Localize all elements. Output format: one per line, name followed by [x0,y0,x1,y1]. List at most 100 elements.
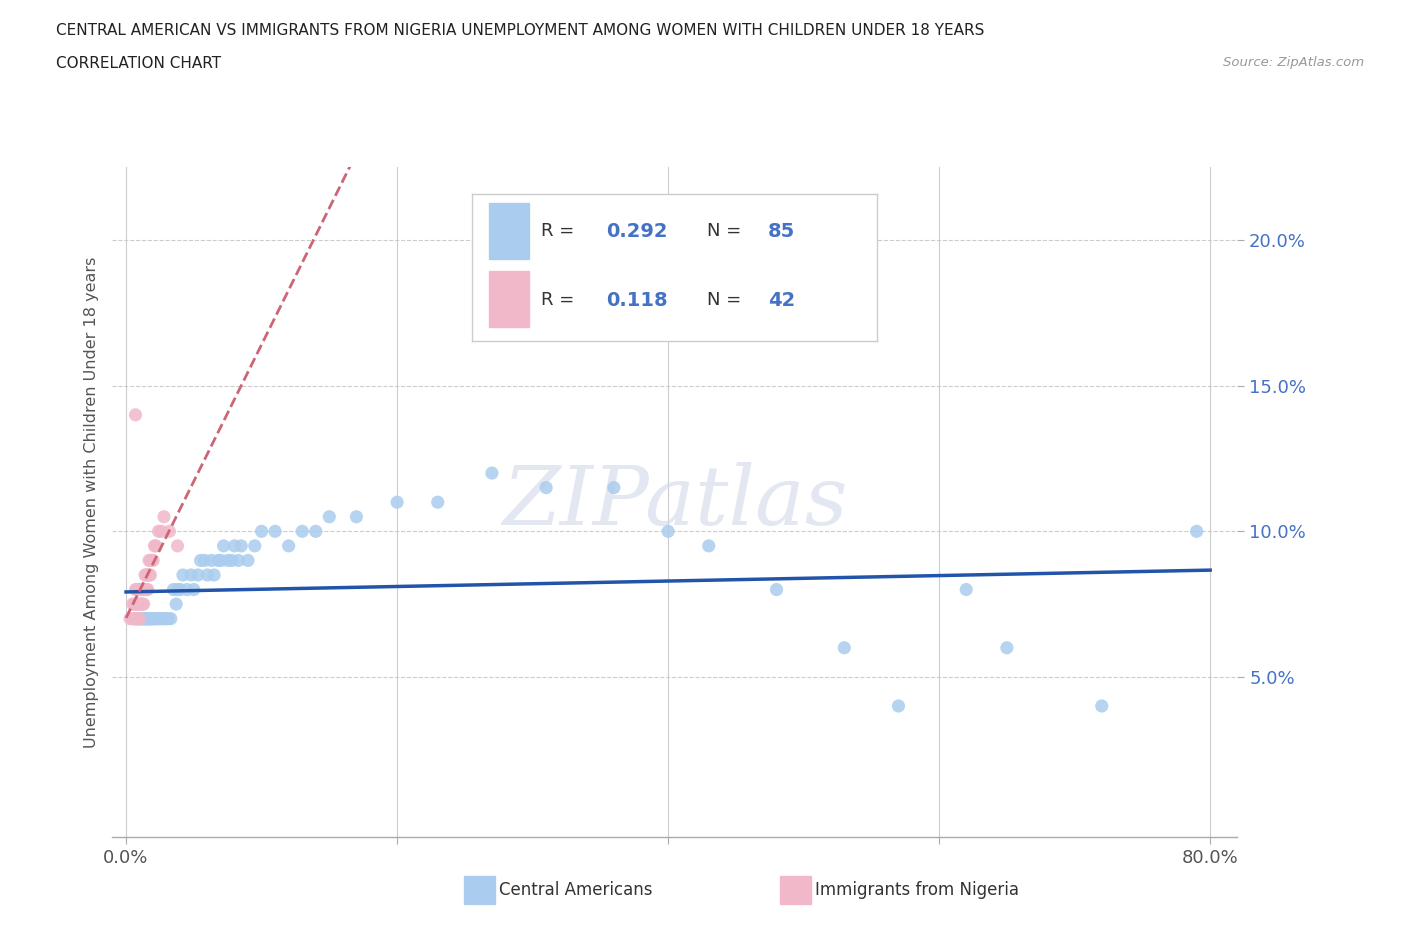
Point [152,611,174,626]
Point [129,611,152,626]
Point [141,553,163,568]
Point [128,597,150,612]
Y-axis label: Unemployment Among Women with Children Under 18 years: Unemployment Among Women with Children U… [83,257,98,748]
Point [231,538,253,553]
Point [132,597,155,612]
Point [135,611,157,626]
Point [125,611,148,626]
Point [243,538,266,553]
Point [166,582,188,597]
Point [127,611,149,626]
Point [657,524,679,538]
Text: Immigrants from Nigeria: Immigrants from Nigeria [815,881,1019,899]
Point [209,553,232,568]
Point [190,553,212,568]
Point [202,567,225,582]
Point [143,611,166,626]
Point [129,597,152,612]
Point [127,597,149,612]
Point [221,553,243,568]
Point [156,611,179,626]
Point [995,641,1018,656]
Point [224,538,246,553]
Point [134,611,156,626]
Point [150,611,173,626]
Point [131,597,153,612]
Point [150,524,173,538]
Point [128,611,150,626]
Point [149,611,172,626]
Point [534,480,557,495]
Point [135,611,157,626]
Point [122,611,145,626]
Point [142,611,165,626]
Point [200,553,222,568]
Point [120,611,142,626]
Point [136,611,159,626]
Text: CORRELATION CHART: CORRELATION CHART [56,56,221,71]
Point [121,611,143,626]
Point [217,553,239,568]
Point [426,495,449,510]
Point [136,582,159,597]
Text: Central Americans: Central Americans [499,881,652,899]
Point [131,611,153,626]
Text: ZIPatlas: ZIPatlas [502,462,848,542]
Text: CENTRAL AMERICAN VS IMMIGRANTS FROM NIGERIA UNEMPLOYMENT AMONG WOMEN WITH CHILDR: CENTRAL AMERICAN VS IMMIGRANTS FROM NIGE… [56,23,984,38]
Point [207,553,229,568]
Point [127,582,149,597]
Point [180,567,202,582]
Point [128,611,150,626]
Point [277,538,299,553]
Point [124,582,146,597]
Point [134,582,156,597]
Point [765,582,787,597]
Point [344,510,367,525]
Point [128,611,150,626]
Point [128,582,150,597]
Point [134,567,156,582]
Point [603,480,626,495]
Point [138,611,160,626]
Point [125,582,148,597]
Point [134,611,156,626]
Point [142,553,165,568]
Text: Source: ZipAtlas.com: Source: ZipAtlas.com [1223,56,1364,69]
Point [129,611,152,626]
Point [228,553,250,568]
Point [153,510,176,525]
Point [194,553,217,568]
Point [132,611,155,626]
Point [135,567,157,582]
Point [121,597,143,612]
Point [169,582,191,597]
Point [385,495,408,510]
Point [887,698,910,713]
Point [124,597,146,612]
Point [291,524,314,538]
Point [157,611,180,626]
Point [124,611,146,626]
Point [135,582,157,597]
Point [955,582,977,597]
Point [236,553,259,568]
Point [141,611,163,626]
Point [136,611,159,626]
Point [318,510,340,525]
Point [121,611,143,626]
Point [172,567,194,582]
Point [125,611,148,626]
Point [141,611,163,626]
Point [129,582,152,597]
Point [135,611,157,626]
Point [159,611,181,626]
Point [176,582,198,597]
Point [136,567,159,582]
Point [145,611,167,626]
Point [697,538,720,553]
Point [128,611,150,626]
Point [832,641,855,656]
Point [165,597,187,612]
Point [250,524,273,538]
Point [138,567,160,582]
